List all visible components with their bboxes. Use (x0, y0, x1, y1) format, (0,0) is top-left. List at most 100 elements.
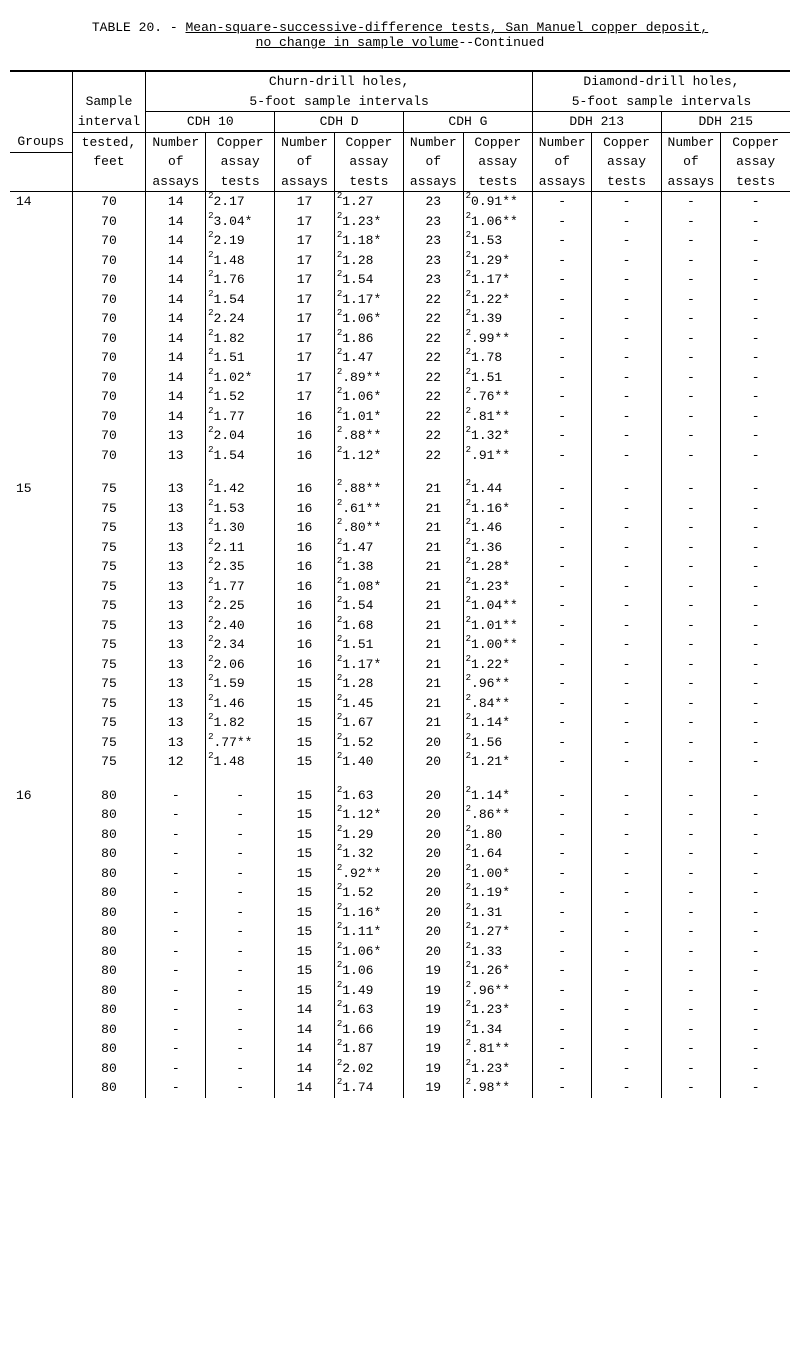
num-cell: - (532, 368, 592, 388)
assay-cell: 21.26* (463, 961, 532, 981)
assay-cell: - (721, 655, 790, 675)
num-cell: 13 (146, 499, 206, 519)
assay-cell: 21.06* (334, 387, 403, 407)
group-cell (10, 635, 72, 655)
assay-cell: - (592, 231, 661, 251)
assay-cell: 21.17* (334, 655, 403, 675)
assay-cell: 21.56 (463, 733, 532, 753)
table-row: 80--1521.061921.26*---- (10, 961, 790, 981)
sample-cell: 80 (72, 825, 146, 845)
assay-cell: - (721, 805, 790, 825)
num-cell: - (146, 1059, 206, 1079)
num-cell: - (532, 616, 592, 636)
num-cell: 15 (275, 922, 335, 942)
sample-cell: 80 (72, 922, 146, 942)
num-cell: 13 (146, 694, 206, 714)
table-row: 80--1421.87192.81**---- (10, 1039, 790, 1059)
table-row: 701421.02*172.89**2221.51---- (10, 368, 790, 388)
num-cell: - (532, 883, 592, 903)
assay-cell: - (721, 635, 790, 655)
assay-cell: 21.23* (463, 577, 532, 597)
sample-cell: 80 (72, 805, 146, 825)
num-cell: 20 (404, 883, 464, 903)
num-cell: 13 (146, 674, 206, 694)
assay-cell: - (592, 961, 661, 981)
num-cell: 15 (275, 825, 335, 845)
assay-cell: - (592, 635, 661, 655)
num-cell: - (661, 270, 721, 290)
assay-cell: - (592, 1078, 661, 1098)
assay-cell: - (592, 557, 661, 577)
sample-cell: 80 (72, 981, 146, 1001)
hdr-diamond: Diamond-drill holes, (583, 74, 739, 89)
assay-cell: 21.87 (334, 1039, 403, 1059)
num-cell: - (532, 270, 592, 290)
assay-cell: - (721, 1000, 790, 1020)
num-cell: - (661, 309, 721, 329)
assay-cell: 21.47 (334, 538, 403, 558)
table-row: 701421.541721.17*2221.22*---- (10, 290, 790, 310)
assay-cell: - (721, 752, 790, 772)
assay-cell: 21.06* (334, 309, 403, 329)
num-cell: 13 (146, 538, 206, 558)
num-cell: - (661, 981, 721, 1001)
num-cell: - (532, 426, 592, 446)
assay-cell: - (721, 212, 790, 232)
num-cell: 19 (404, 1020, 464, 1040)
group-cell (10, 290, 72, 310)
sample-cell: 80 (72, 1059, 146, 1079)
assay-cell: 21.47 (334, 348, 403, 368)
num-cell: 16 (275, 577, 335, 597)
num-cell: - (661, 844, 721, 864)
table-row: 80--1521.16*2021.31---- (10, 903, 790, 923)
assay-cell: - (206, 1039, 275, 1059)
table-row: 15751321.42162.88**2121.44---- (10, 479, 790, 499)
num-cell: - (146, 942, 206, 962)
sample-cell: 80 (72, 903, 146, 923)
num-cell: 16 (275, 407, 335, 427)
group-cell (10, 329, 72, 349)
sample-cell: 70 (72, 192, 146, 212)
group-spacer (10, 772, 790, 786)
num-cell: - (532, 192, 592, 212)
table-row: 80--1421.74192.98**---- (10, 1078, 790, 1098)
num-cell: - (146, 981, 206, 1001)
assay-cell: 21.27* (463, 922, 532, 942)
assay-cell: 2.76** (463, 387, 532, 407)
assay-cell: 21.66 (334, 1020, 403, 1040)
num-cell: - (146, 864, 206, 884)
num-cell: 14 (146, 387, 206, 407)
assay-cell: - (592, 596, 661, 616)
assay-cell: - (721, 961, 790, 981)
sample-cell: 70 (72, 309, 146, 329)
assay-cell: - (206, 883, 275, 903)
assay-cell: - (721, 407, 790, 427)
assay-cell: - (592, 883, 661, 903)
assay-cell: 21.00** (463, 635, 532, 655)
assay-cell: 22.40 (206, 616, 275, 636)
num-cell: - (146, 883, 206, 903)
group-cell (10, 499, 72, 519)
assay-cell: - (206, 903, 275, 923)
num-cell: 16 (275, 499, 335, 519)
num-cell: - (661, 733, 721, 753)
num-cell: - (661, 577, 721, 597)
title-line1: Mean-square-successive-difference tests,… (185, 20, 708, 35)
hdr-ddh215: DDH 215 (699, 114, 754, 129)
assay-cell: - (592, 942, 661, 962)
num-cell: - (661, 922, 721, 942)
table-row: 80--1521.12*202.86**---- (10, 805, 790, 825)
group-cell (10, 231, 72, 251)
assay-cell: 21.32* (463, 426, 532, 446)
group-cell (10, 922, 72, 942)
assay-cell: - (721, 387, 790, 407)
num-cell: - (661, 752, 721, 772)
table-row: 80--1521.49192.96**---- (10, 981, 790, 1001)
assay-cell: 21.34 (463, 1020, 532, 1040)
num-cell: 14 (146, 329, 206, 349)
assay-cell: 21.11* (334, 922, 403, 942)
assay-cell: - (206, 981, 275, 1001)
assay-cell: 21.28 (334, 674, 403, 694)
num-cell: 14 (275, 1000, 335, 1020)
num-cell: - (661, 538, 721, 558)
